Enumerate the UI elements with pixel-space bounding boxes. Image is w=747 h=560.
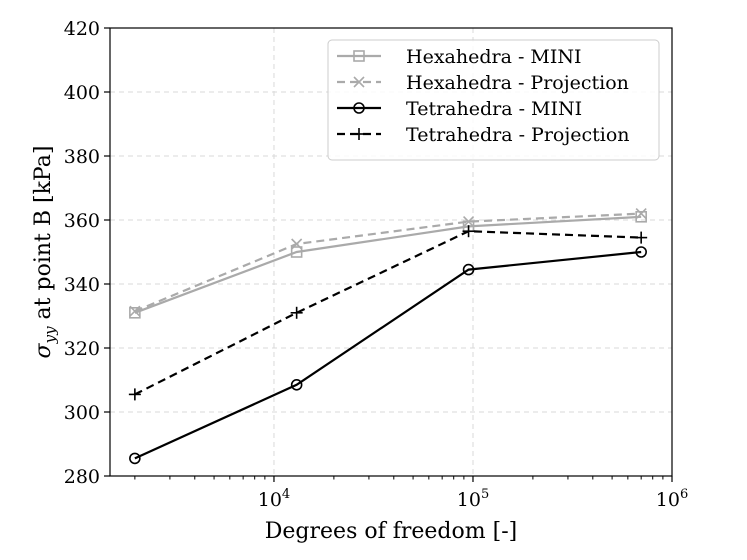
series-4: [128, 225, 648, 401]
data-point: [462, 225, 475, 238]
data-point: [635, 246, 647, 258]
legend-entry: Hexahedra - MINI: [337, 46, 582, 68]
legend-entry: Hexahedra - Projection: [337, 72, 629, 94]
data-point: [635, 208, 647, 220]
data-point: [129, 306, 141, 319]
legend-label: Tetrahedra - Projection: [406, 124, 630, 146]
data-point: [635, 211, 647, 223]
legend-marker: [353, 50, 365, 62]
y-tick-label: 420: [64, 18, 100, 40]
x-tick-label: 105: [457, 487, 489, 511]
plot-series: [128, 208, 648, 465]
data-point: [290, 306, 303, 319]
legend-label: Hexahedra - Projection: [406, 72, 629, 94]
series-line: [134, 230, 642, 396]
y-tick-label: 280: [64, 466, 100, 488]
y-axis-symbol: σ: [31, 342, 56, 358]
x-tick-label: 104: [258, 487, 290, 511]
legend-marker: [353, 76, 365, 88]
legend-marker: [353, 128, 365, 140]
y-axis-title: σyy at point B [kPa]: [31, 146, 59, 359]
y-tick-label: 360: [64, 210, 100, 232]
y-tick-label: 320: [64, 338, 100, 360]
series-3: [129, 246, 647, 465]
y-tick-label: 340: [64, 274, 100, 296]
y-axis-subscript: yy: [41, 326, 59, 344]
data-point: [635, 231, 648, 244]
legend-entry: Tetrahedra - Projection: [337, 124, 630, 146]
series-line: [134, 215, 642, 314]
data-point: [462, 216, 475, 228]
plot-frame: [109, 27, 673, 477]
x-axis-title: Degrees of freedom [-]: [265, 519, 517, 544]
data-point: [291, 238, 303, 250]
data-point: [129, 452, 141, 465]
legend-frame: [327, 39, 660, 161]
legend-label: Tetrahedra - MINI: [406, 98, 582, 120]
data-point: [462, 263, 475, 276]
y-tick-label: 380: [64, 146, 100, 168]
data-point: [128, 388, 141, 401]
x-tick-label: 106: [656, 487, 688, 511]
series-2: [129, 208, 647, 317]
data-point: [290, 246, 303, 258]
data-point: [290, 378, 303, 391]
legend: Hexahedra - MINI Hexahedra - Projection Te…: [327, 39, 660, 161]
legend-entry: Tetrahedra - MINI: [337, 98, 582, 120]
legend-marker: [353, 102, 365, 114]
y-tick-label: 400: [64, 82, 100, 104]
y-tick-label: 300: [64, 402, 100, 424]
series-line: [134, 212, 642, 313]
legend-label: Hexahedra - MINI: [406, 46, 582, 68]
series-line: [134, 250, 642, 460]
y-axis-title-rest: at point B [kPa]: [31, 146, 56, 327]
data-point: [129, 305, 141, 317]
series-1: [129, 211, 647, 319]
axis-ticks: 280 300 320 340 360 380 400 420 104 105 106: [64, 18, 689, 511]
